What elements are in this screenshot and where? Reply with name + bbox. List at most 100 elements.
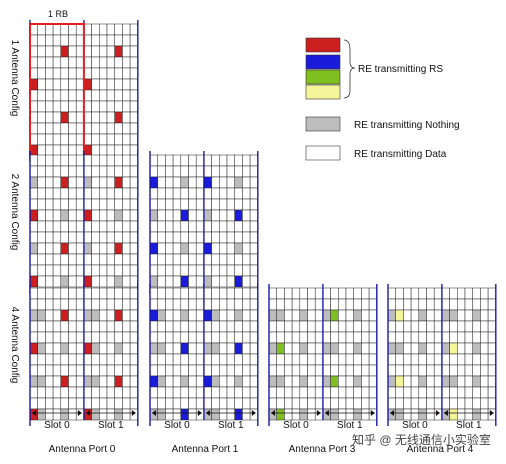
resource-element	[99, 375, 108, 388]
resource-element	[410, 309, 420, 322]
resource-element	[122, 187, 131, 200]
resource-element	[433, 353, 443, 366]
resource-element	[219, 231, 228, 244]
resource-element	[122, 23, 131, 36]
resource-element	[60, 364, 69, 377]
resource-element	[195, 309, 205, 322]
resource-element	[345, 287, 354, 300]
resource-element	[203, 253, 212, 266]
resource-element	[395, 397, 404, 410]
resource-element	[203, 287, 212, 300]
resource-element	[68, 133, 77, 146]
resource-element	[149, 309, 158, 322]
resource-element	[75, 165, 85, 178]
arrowhead-left	[271, 410, 275, 416]
resource-element	[299, 309, 308, 322]
resource-element	[234, 242, 243, 255]
resource-element	[276, 331, 285, 344]
resource-element	[330, 364, 339, 377]
resource-element	[129, 375, 139, 388]
resource-element	[180, 320, 189, 333]
resource-element	[60, 67, 69, 80]
resource-element	[99, 122, 108, 135]
resource-element	[211, 364, 220, 377]
resource-element	[284, 287, 293, 300]
resource-element	[60, 375, 69, 388]
resource-element	[211, 198, 220, 211]
resource-element	[345, 353, 354, 366]
resource-element	[203, 408, 212, 421]
resource-element	[129, 67, 139, 80]
legend-nothing-label: RE transmitting Nothing	[354, 120, 460, 131]
resource-element	[68, 56, 77, 69]
resource-element	[219, 220, 228, 233]
resource-element	[426, 386, 435, 399]
resource-element	[249, 209, 259, 222]
resource-element	[52, 342, 62, 355]
resource-element	[188, 176, 197, 189]
resource-element	[91, 220, 100, 233]
resource-element	[368, 397, 378, 410]
resource-element	[37, 397, 46, 410]
resource-element	[180, 331, 189, 344]
resource-element	[129, 78, 139, 91]
resource-element	[122, 375, 131, 388]
resource-element	[441, 386, 450, 399]
resource-element	[219, 375, 228, 388]
resource-element	[345, 320, 354, 333]
resource-element	[180, 231, 189, 244]
resource-element	[114, 397, 123, 410]
resource-element	[106, 209, 115, 222]
resource-element	[37, 408, 46, 421]
resource-element	[188, 220, 197, 233]
resource-element	[37, 309, 46, 322]
resource-element	[188, 408, 197, 421]
resource-element	[106, 353, 115, 366]
resource-element	[487, 386, 497, 399]
resource-element	[37, 133, 46, 146]
resource-element	[387, 408, 396, 421]
resource-element	[234, 275, 243, 288]
resource-element	[188, 342, 197, 355]
resource-element	[52, 176, 62, 189]
resource-element	[403, 287, 412, 300]
resource-element	[211, 342, 220, 355]
resource-element	[403, 397, 412, 410]
resource-element	[129, 133, 139, 146]
resource-element	[129, 353, 139, 366]
resource-element	[52, 320, 62, 333]
resource-element	[52, 220, 62, 233]
resource-element	[106, 386, 115, 399]
resource-element	[180, 309, 189, 322]
resource-element	[165, 264, 174, 277]
resource-element	[464, 397, 473, 410]
resource-element	[52, 89, 62, 102]
resource-element	[122, 342, 131, 355]
resource-element	[172, 309, 182, 322]
resource-element	[464, 320, 473, 333]
legend-swatch-nothing	[305, 116, 341, 132]
resource-element	[464, 309, 473, 322]
resource-element	[99, 45, 108, 58]
resource-element	[472, 342, 481, 355]
resource-element	[226, 353, 235, 366]
resource-element	[52, 111, 62, 124]
resource-element	[345, 331, 354, 344]
resource-element	[91, 397, 100, 410]
resource-element	[68, 408, 77, 421]
resource-element	[480, 309, 489, 322]
resource-element	[195, 298, 205, 311]
resource-element	[122, 100, 131, 113]
resource-element	[29, 198, 38, 211]
resource-element	[353, 364, 362, 377]
resource-element	[114, 320, 123, 333]
resource-element	[91, 133, 100, 146]
resource-element	[457, 342, 466, 355]
resource-element	[45, 34, 54, 47]
resource-element	[472, 331, 481, 344]
resource-element	[165, 154, 174, 167]
resource-element	[249, 264, 259, 277]
resource-element	[52, 187, 62, 200]
resource-element	[180, 364, 189, 377]
resource-element	[52, 165, 62, 178]
